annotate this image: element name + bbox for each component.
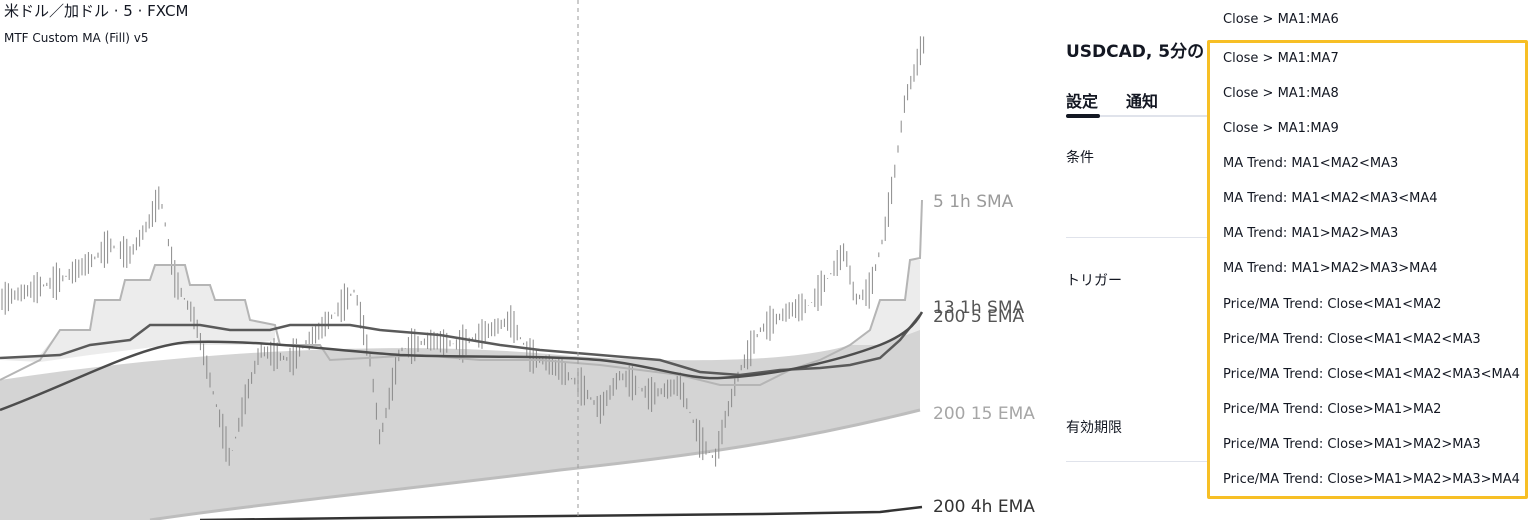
dialog-title: USDCAD, 5分の [1066, 42, 1205, 62]
dropdown-item[interactable]: Close > MA1:MA9 [1223, 121, 1339, 136]
ma-label-200-4h-ema: 200 4h EMA [933, 497, 1035, 517]
dropdown-item[interactable]: Price/MA Trend: Close<MA1<MA2<MA3 [1223, 332, 1481, 347]
ma-label-200-5-ema: 200 5 EMA [933, 307, 1025, 327]
symbol-title: 米ドル／加ドル · 5 · FXCM [4, 2, 189, 20]
dropdown-item[interactable]: Close > MA1:MA8 [1223, 86, 1339, 101]
dropdown-item[interactable]: Price/MA Trend: Close>MA1>MA2 [1223, 402, 1442, 417]
indicator-name[interactable]: MTF Custom MA (Fill) v5 [4, 31, 149, 45]
tab-settings[interactable]: 設定 [1066, 92, 1099, 111]
ma-line-5-1h-sma [0, 199, 923, 386]
divider [1066, 461, 1226, 462]
dropdown-item[interactable]: MA Trend: MA1<MA2<MA3 [1223, 156, 1399, 171]
tab-notifications[interactable]: 通知 [1126, 92, 1159, 111]
dropdown-item[interactable]: Price/MA Trend: Close<MA1<MA2 [1223, 297, 1442, 312]
chart-area[interactable]: 米ドル／加ドル · 5 · FXCM MTF Custom MA (Fill) … [0, 0, 1050, 520]
ma-line-13-1h-sma [0, 314, 921, 377]
active-tab-indicator [1066, 114, 1100, 118]
ma-label-200-15-ema: 200 15 EMA [933, 404, 1035, 424]
ma-label-5-1h-sma: 5 1h SMA [933, 192, 1014, 212]
dropdown-item[interactable]: MA Trend: MA1>MA2>MA3 [1223, 226, 1399, 241]
ma-label-13-1h-sma: 13 1h SMA [933, 298, 1025, 318]
ma-line-200-15-ema [149, 408, 921, 520]
trigger-label: トリガー [1066, 273, 1122, 289]
dropdown-item[interactable]: Close > MA1:MA7 [1223, 51, 1339, 66]
price-chart[interactable] [0, 0, 1050, 520]
condition-label: 条件 [1066, 150, 1094, 166]
sma-fill-left [0, 265, 275, 362]
expiration-label: 有効期限 [1066, 420, 1122, 436]
dropdown-item[interactable]: Price/MA Trend: Close>MA1>MA2>MA3 [1223, 437, 1481, 452]
sma-fill-right [850, 260, 920, 345]
dropdown-item[interactable]: MA Trend: MA1>MA2>MA3>MA4 [1223, 261, 1438, 276]
dropdown-item[interactable]: MA Trend: MA1<MA2<MA3<MA4 [1223, 191, 1438, 206]
tab-baseline [1066, 115, 1216, 117]
dropdown-item[interactable]: Price/MA Trend: Close>MA1>MA2>MA3>MA4 [1223, 472, 1520, 487]
condition-dropdown-list[interactable]: Close > MA1:MA6 Close > MA1:MA7 Close > … [1207, 0, 1532, 520]
ma-line-200-5-ema [0, 311, 924, 412]
ma-fill-region [0, 300, 920, 520]
dropdown-item-partial[interactable]: Close > MA1:MA6 [1223, 12, 1339, 27]
divider [1066, 237, 1226, 238]
ma-line-200-4h-ema [199, 505, 923, 520]
dropdown-item[interactable]: Price/MA Trend: Close<MA1<MA2<MA3<MA4 [1223, 367, 1520, 382]
